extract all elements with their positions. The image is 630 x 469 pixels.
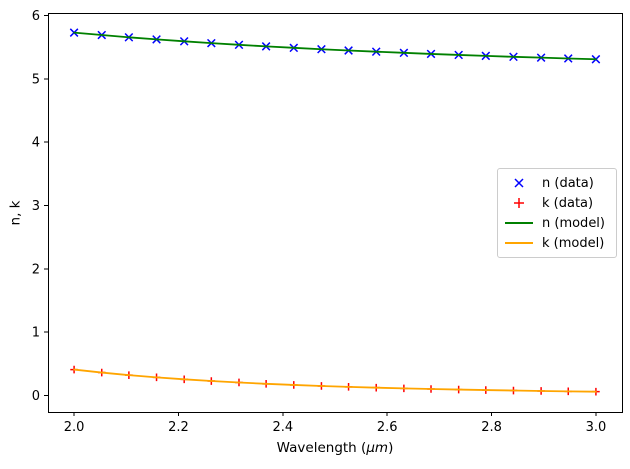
x-tick-label: 3.0 — [586, 420, 607, 435]
y-axis-label: n, k — [7, 200, 23, 225]
y-tick-label: 6 — [32, 9, 40, 24]
x-tick-label: 2.6 — [377, 420, 398, 435]
x-tick-label: 2.8 — [481, 420, 502, 435]
y-tick-label: 1 — [32, 326, 40, 341]
x-axis-label-text: Wavelength ( — [276, 440, 367, 456]
legend-item-label: k (data) — [542, 195, 594, 211]
legend-item-label: k (model) — [542, 235, 605, 251]
legend-item-label: n (model) — [542, 215, 605, 231]
plot-frame — [48, 13, 623, 413]
legend-item: k (data) — [504, 193, 610, 213]
y-tick-label: 3 — [32, 199, 40, 214]
legend-item: n (model) — [504, 213, 610, 233]
legend-plus-marker-icon — [514, 198, 524, 208]
legend-item: k (model) — [504, 233, 610, 253]
x-axis-label-unit: μm — [366, 440, 389, 456]
x-tick-label: 2.0 — [64, 420, 85, 435]
legend: n (data) k (data) n (model) k (model) — [497, 168, 617, 258]
legend-x-marker-icon — [514, 178, 524, 188]
x-tick-label: 2.4 — [272, 420, 293, 435]
legend-line-swatch — [505, 222, 533, 224]
legend-item: n (data) — [504, 173, 610, 193]
x-axis-label: Wavelength (μm) — [48, 440, 622, 456]
x-axis-label-close: ) — [388, 440, 394, 456]
y-tick-label: 4 — [32, 136, 40, 151]
model-line — [73, 368, 597, 393]
legend-line-swatch — [505, 242, 533, 244]
y-tick-label: 5 — [32, 72, 40, 87]
model-line — [73, 31, 597, 61]
y-tick-label: 0 — [32, 389, 40, 404]
legend-item-label: n (data) — [542, 175, 594, 191]
y-tick-label: 2 — [32, 262, 40, 277]
x-tick-label: 2.2 — [168, 420, 189, 435]
